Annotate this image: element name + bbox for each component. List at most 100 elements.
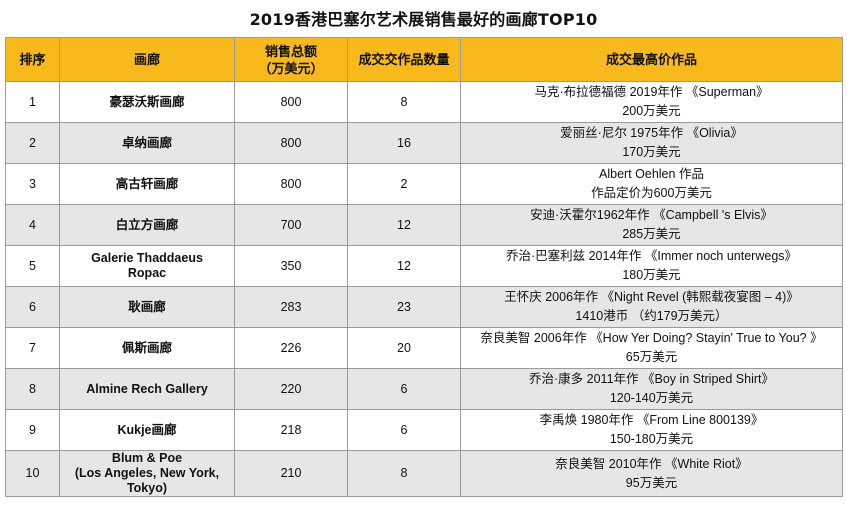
top-work-cell: 安迪·沃霍尔1962年作 《Campbell 's Elvis》 285万美元: [460, 204, 843, 246]
sales-cell: 210: [234, 450, 348, 497]
count-cell: 8: [347, 450, 461, 497]
sales-cell: 800: [234, 122, 348, 164]
work-title-line: 李禹焕 1980年作 《From Line 800139》: [539, 413, 764, 427]
work-price-line: 200万美元: [622, 104, 681, 118]
work-price-line: 180万美元: [622, 268, 681, 282]
rank-cell: 10: [5, 450, 60, 497]
top-work-cell: 乔治·康多 2011年作 《Boy in Striped Shirt》 120-1…: [460, 368, 843, 410]
work-price-line: 作品定价为600万美元: [591, 186, 712, 200]
work-title-line: 奈良美智 2006年作 《How Yer Doing? Stayin' True…: [480, 331, 823, 345]
work-price-line: 65万美元: [625, 350, 678, 364]
work-price-line: 285万美元: [622, 227, 681, 241]
count-cell: 12: [347, 245, 461, 287]
count-cell: 6: [347, 409, 461, 451]
gallery-name-line: Kukje画廊: [117, 422, 177, 437]
table-body: 1 豪瑟沃斯画廊 800 8 马克·布拉德福德 2019年作 《Superman》 200…: [5, 81, 843, 497]
gallery-cell: Almine Rech Gallery: [59, 368, 235, 410]
header-count: 成交交作品数量: [347, 37, 461, 82]
work-title-line: 王怀庆 2006年作 《Night Revel (韩熙载夜宴图 – 4)》: [504, 290, 799, 304]
rank-cell: 8: [5, 368, 60, 410]
work-title-line: 马克·布拉德福德 2019年作 《Superman》: [534, 85, 769, 99]
gallery-name-line: Ropac: [127, 266, 167, 280]
sales-cell: 226: [234, 327, 348, 369]
gallery-cell: Galerie Thaddaeus Ropac: [59, 245, 235, 287]
table-row: 2 卓纳画廊 800 16 爱丽丝·尼尔 1975年作 《Olivia》 170万美元: [5, 122, 843, 164]
top-work-cell: 奈良美智 2010年作 《White Riot》 95万美元: [460, 450, 843, 497]
top-work-cell: Albert Oehlen 作品 作品定价为600万美元: [460, 163, 843, 205]
gallery-name-line: 耿画廊: [128, 299, 166, 314]
rank-cell: 4: [5, 204, 60, 246]
gallery-name-line: 卓纳画廊: [121, 135, 172, 150]
table-row: 10 Blum & Poe (Los Angeles, New York, Tokyo…: [5, 450, 843, 497]
sales-cell: 218: [234, 409, 348, 451]
work-price-line: 95万美元: [625, 475, 678, 490]
table-row: 9 Kukje画廊 218 6 李禹焕 1980年作 《From Line 800139…: [5, 409, 843, 451]
gallery-cell: 卓纳画廊: [59, 122, 235, 164]
work-title-line: Albert Oehlen 作品: [599, 167, 704, 181]
rank-cell: 7: [5, 327, 60, 369]
gallery-name-line: 佩斯画廊: [121, 340, 172, 355]
gallery-name-line: (Los Angeles, New York,: [74, 466, 220, 480]
work-title-line: 安迪·沃霍尔1962年作 《Campbell 's Elvis》: [530, 208, 773, 222]
work-price-line: 170万美元: [622, 145, 681, 159]
rank-cell: 9: [5, 409, 60, 451]
header-rank: 排序: [5, 37, 60, 82]
top-work-cell: 爱丽丝·尼尔 1975年作 《Olivia》 170万美元: [460, 122, 843, 164]
gallery-name-line: 白立方画廊: [115, 217, 179, 232]
gallery-name-line: Almine Rech Gallery: [86, 381, 208, 396]
gallery-cell: 高古轩画廊: [59, 163, 235, 205]
gallery-cell: 佩斯画廊: [59, 327, 235, 369]
sales-cell: 800: [234, 163, 348, 205]
count-cell: 23: [347, 286, 461, 328]
count-cell: 16: [347, 122, 461, 164]
gallery-name-line: 高古轩画廊: [115, 176, 179, 191]
sales-cell: 800: [234, 81, 348, 123]
sales-cell: 220: [234, 368, 348, 410]
header-sales-line2: （万美元）: [258, 60, 324, 76]
header-sales-line1: 销售总额: [264, 43, 317, 59]
work-title-line: 奈良美智 2010年作 《White Riot》: [555, 456, 748, 471]
table-row: 6 耿画廊 283 23 王怀庆 2006年作 《Night Revel (韩熙载夜宴图…: [5, 286, 843, 328]
rank-cell: 6: [5, 286, 60, 328]
table-row: 7 佩斯画廊 226 20 奈良美智 2006年作 《How Yer Doing? St…: [5, 327, 843, 369]
gallery-cell: 白立方画廊: [59, 204, 235, 246]
table-row: 8 Almine Rech Gallery 220 6 乔治·康多 2011年作 《Bo…: [5, 368, 843, 410]
gallery-cell: 豪瑟沃斯画廊: [59, 81, 235, 123]
top-work-cell: 乔治·巴塞利兹 2014年作 《Immer noch unterwegs》 180…: [460, 245, 843, 287]
gallery-name-line: Blum & Poe: [111, 451, 183, 466]
sales-cell: 283: [234, 286, 348, 328]
work-title-line: 乔治·康多 2011年作 《Boy in Striped Shirt》: [529, 372, 774, 386]
rank-cell: 3: [5, 163, 60, 205]
table-row: 3 高古轩画廊 800 2 Albert Oehlen 作品 作品定价为600万美元: [5, 163, 843, 205]
work-title-line: 乔治·巴塞利兹 2014年作 《Immer noch unterwegs》: [505, 249, 798, 263]
top-work-cell: 马克·布拉德福德 2019年作 《Superman》 200万美元: [460, 81, 843, 123]
table-row: 1 豪瑟沃斯画廊 800 8 马克·布拉德福德 2019年作 《Superman》 200…: [5, 81, 843, 123]
table-header-row: 排序 画廊 销售总额 （万美元） 成交交作品数量 成交最高价作品: [5, 37, 843, 82]
rank-cell: 1: [5, 81, 60, 123]
header-sales: 销售总额 （万美元）: [234, 37, 348, 82]
work-price-line: 1410港币 （约179万美元）: [575, 309, 728, 323]
sales-cell: 700: [234, 204, 348, 246]
rank-cell: 2: [5, 122, 60, 164]
gallery-name-line: Tokyo): [126, 481, 168, 495]
top-work-cell: 奈良美智 2006年作 《How Yer Doing? Stayin' True…: [460, 327, 843, 369]
gallery-name-line: 豪瑟沃斯画廊: [109, 94, 185, 109]
gallery-cell: Blum & Poe (Los Angeles, New York, Tokyo): [59, 450, 235, 497]
count-cell: 8: [347, 81, 461, 123]
rank-cell: 5: [5, 245, 60, 287]
sales-cell: 350: [234, 245, 348, 287]
table-row: 5 Galerie Thaddaeus Ropac 350 12 乔治·巴塞利兹 2014…: [5, 245, 843, 287]
header-top-work: 成交最高价作品: [460, 37, 843, 82]
header-gallery: 画廊: [59, 37, 235, 82]
work-price-line: 120-140万美元: [609, 391, 694, 405]
gallery-cell: Kukje画廊: [59, 409, 235, 451]
work-price-line: 150-180万美元: [609, 432, 694, 446]
top-work-cell: 李禹焕 1980年作 《From Line 800139》 150-180万美元: [460, 409, 843, 451]
count-cell: 6: [347, 368, 461, 410]
table-row: 4 白立方画廊 700 12 安迪·沃霍尔1962年作 《Campbell 's Elv…: [5, 204, 843, 246]
count-cell: 20: [347, 327, 461, 369]
gallery-name-line: Galerie Thaddaeus: [91, 251, 203, 265]
top-work-cell: 王怀庆 2006年作 《Night Revel (韩熙载夜宴图 – 4)》 141…: [460, 286, 843, 328]
gallery-cell: 耿画廊: [59, 286, 235, 328]
page-title: 2019香港巴塞尔艺术展销售最好的画廊TOP10: [249, 10, 598, 29]
